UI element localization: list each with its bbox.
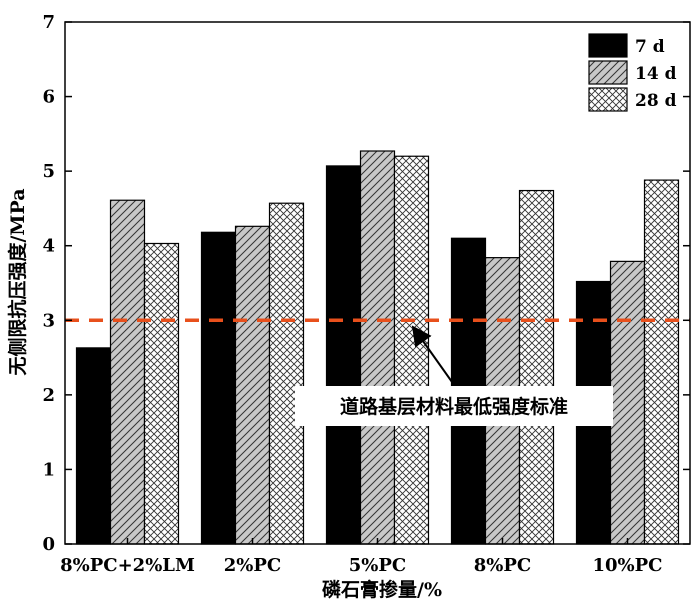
annotation-arrow [411, 325, 453, 383]
bar-28d-4 [518, 189, 555, 545]
y-tick-label: 3 [42, 310, 55, 331]
axes-layer: 0 1 2 3 4 5 6 7 8%PC+2%LM 2%PC 5%PC 8%PC 10%PC [42, 12, 691, 576]
annotation-box [295, 386, 613, 426]
bar-14d-2 [234, 225, 271, 545]
x-tick-label: 8%PC [474, 555, 532, 576]
y-tick-label: 2 [42, 385, 55, 406]
legend-swatch-7d [588, 33, 628, 58]
y-tick-label: 6 [42, 87, 55, 108]
bar-7d-1 [75, 347, 112, 545]
bar-28d-3 [393, 155, 430, 545]
x-tick-label: 8%PC+2%LM [60, 555, 195, 576]
legend-swatch-28d [588, 87, 628, 112]
x-tick-label: 10%PC [592, 555, 662, 576]
bar-14d-3 [359, 150, 396, 545]
y-tick-label: 1 [42, 459, 55, 480]
legend-label: 28 d [635, 91, 677, 111]
y-tick-label: 5 [42, 161, 55, 182]
bar-28d-5 [643, 179, 680, 545]
bar-28d-1 [143, 242, 180, 545]
x-tick-label: 5%PC [349, 555, 407, 576]
legend-label: 7 d [635, 37, 665, 57]
legend-label: 14 d [635, 64, 677, 84]
x-axis-title: 磷石膏掺量/% [322, 578, 442, 601]
bar-14d-5 [609, 260, 646, 545]
y-axis-title: 无侧限抗压强度/MPa [6, 188, 29, 375]
bars-layer [75, 150, 680, 545]
bar-14d-1 [109, 199, 146, 545]
bar-7d-2 [200, 231, 237, 545]
y-tick-label: 7 [42, 12, 55, 33]
legend: 7 d 14 d 28 d [588, 33, 677, 112]
bar-7d-3 [325, 165, 362, 545]
annotation-layer: 道路基层材料最低强度标准 [295, 325, 613, 426]
y-tick-label: 4 [42, 236, 55, 257]
legend-swatch-14d [588, 60, 628, 85]
y-tick-label: 0 [42, 534, 55, 555]
annotation-text: 道路基层材料最低强度标准 [340, 395, 568, 418]
bar-28d-2 [268, 202, 305, 545]
x-tick-label: 2%PC [224, 555, 282, 576]
